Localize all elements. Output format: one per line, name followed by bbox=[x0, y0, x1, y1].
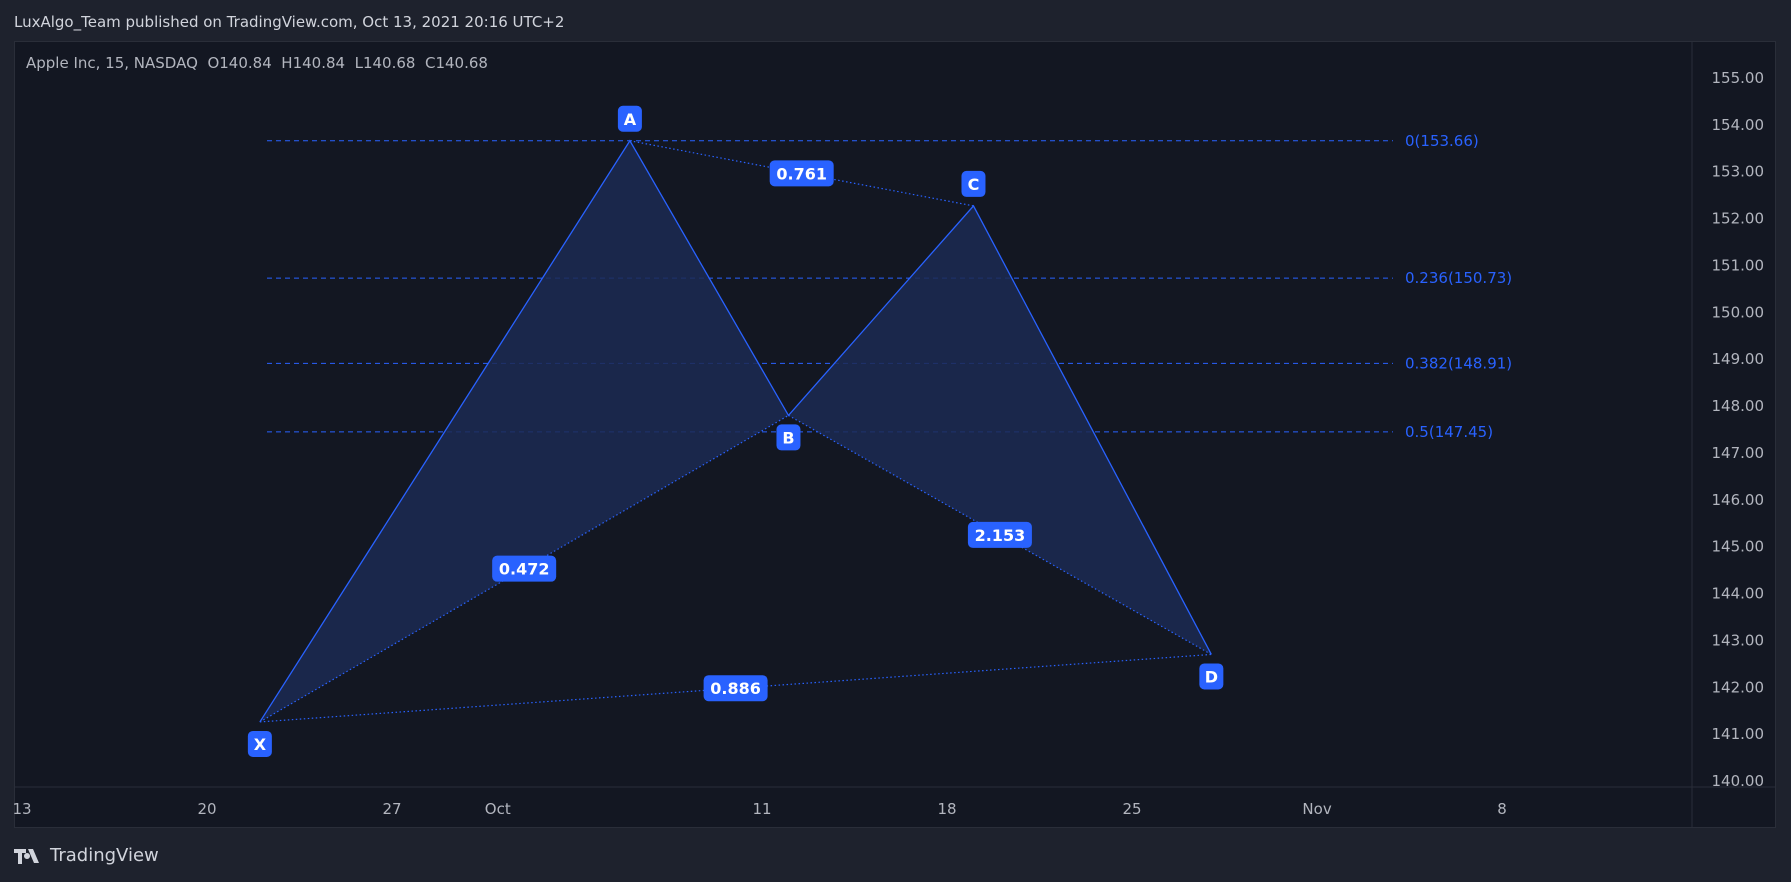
price-tick: 153.00 bbox=[1712, 163, 1765, 181]
tradingview-logo[interactable]: TradingView bbox=[14, 845, 159, 866]
point-label-b: B bbox=[782, 428, 794, 447]
time-tick: 20 bbox=[197, 800, 216, 818]
price-tick: 140.00 bbox=[1712, 772, 1765, 790]
price-tick: 146.00 bbox=[1712, 491, 1765, 509]
ohlc-open: O140.84 bbox=[207, 54, 272, 72]
fib-level-label: 0.5(147.45) bbox=[1405, 423, 1493, 441]
point-badge-d bbox=[1199, 663, 1224, 690]
price-tick: 143.00 bbox=[1712, 631, 1765, 649]
fib-level-label: 0.382(148.91) bbox=[1405, 354, 1512, 372]
point-label-x: X bbox=[254, 735, 267, 754]
time-tick: 27 bbox=[382, 800, 401, 818]
point-label-d: D bbox=[1205, 667, 1218, 686]
ratio-label: 0.472 bbox=[499, 560, 550, 579]
time-tick: Nov bbox=[1302, 800, 1331, 818]
ratio-badge bbox=[967, 521, 1032, 548]
point-badge-c bbox=[961, 170, 986, 197]
price-tick: 151.00 bbox=[1712, 256, 1765, 274]
price-tick: 150.00 bbox=[1712, 303, 1765, 321]
ratio-label: 0.886 bbox=[710, 679, 761, 698]
point-badge-a bbox=[617, 105, 642, 132]
time-tick: 13 bbox=[12, 800, 31, 818]
ratio-line bbox=[259, 414, 789, 723]
fib-level-label: 0.236(150.73) bbox=[1405, 269, 1512, 287]
price-tick: 154.00 bbox=[1712, 116, 1765, 134]
ratio-line bbox=[788, 414, 1212, 655]
price-tick: 145.00 bbox=[1712, 538, 1765, 556]
price-tick: 149.00 bbox=[1712, 350, 1765, 368]
point-badge-b bbox=[776, 424, 801, 451]
time-tick: 18 bbox=[938, 800, 957, 818]
fib-level-label: 0(153.66) bbox=[1405, 132, 1479, 150]
price-tick: 148.00 bbox=[1712, 397, 1765, 415]
time-tick: 25 bbox=[1123, 800, 1142, 818]
point-badge-x bbox=[247, 730, 272, 757]
ohlc-high: H140.84 bbox=[281, 54, 346, 72]
point-label-a: A bbox=[624, 110, 637, 129]
price-tick: 142.00 bbox=[1712, 678, 1765, 696]
price-tick: 141.00 bbox=[1712, 725, 1765, 743]
xab-triangle bbox=[259, 140, 789, 722]
publish-info: LuxAlgo_Team published on TradingView.co… bbox=[14, 13, 565, 31]
ohlc-close: C140.68 bbox=[425, 54, 488, 72]
ohlc-low: L140.68 bbox=[354, 54, 416, 72]
symbol-name: Apple Inc, 15, NASDAQ bbox=[26, 54, 198, 72]
ratio-label: 2.153 bbox=[975, 526, 1026, 545]
time-tick: 8 bbox=[1497, 800, 1507, 818]
ratio-label: 0.761 bbox=[776, 164, 827, 183]
symbol-legend: Apple Inc, 15, NASDAQ O140.84 H140.84 L1… bbox=[26, 54, 488, 72]
time-tick: 11 bbox=[752, 800, 771, 818]
time-tick: Oct bbox=[485, 800, 511, 818]
price-tick: 152.00 bbox=[1712, 210, 1765, 228]
point-label-c: C bbox=[968, 175, 980, 194]
price-tick: 155.00 bbox=[1712, 69, 1765, 87]
bcd-triangle bbox=[788, 205, 1212, 655]
ratio-badge bbox=[492, 555, 557, 582]
price-tick: 144.00 bbox=[1712, 585, 1765, 603]
ratio-badge bbox=[703, 675, 768, 702]
ratio-badge bbox=[769, 160, 834, 187]
price-tick: 147.00 bbox=[1712, 444, 1765, 462]
tradingview-logo-icon bbox=[14, 848, 39, 864]
brand-name: TradingView bbox=[50, 845, 159, 866]
